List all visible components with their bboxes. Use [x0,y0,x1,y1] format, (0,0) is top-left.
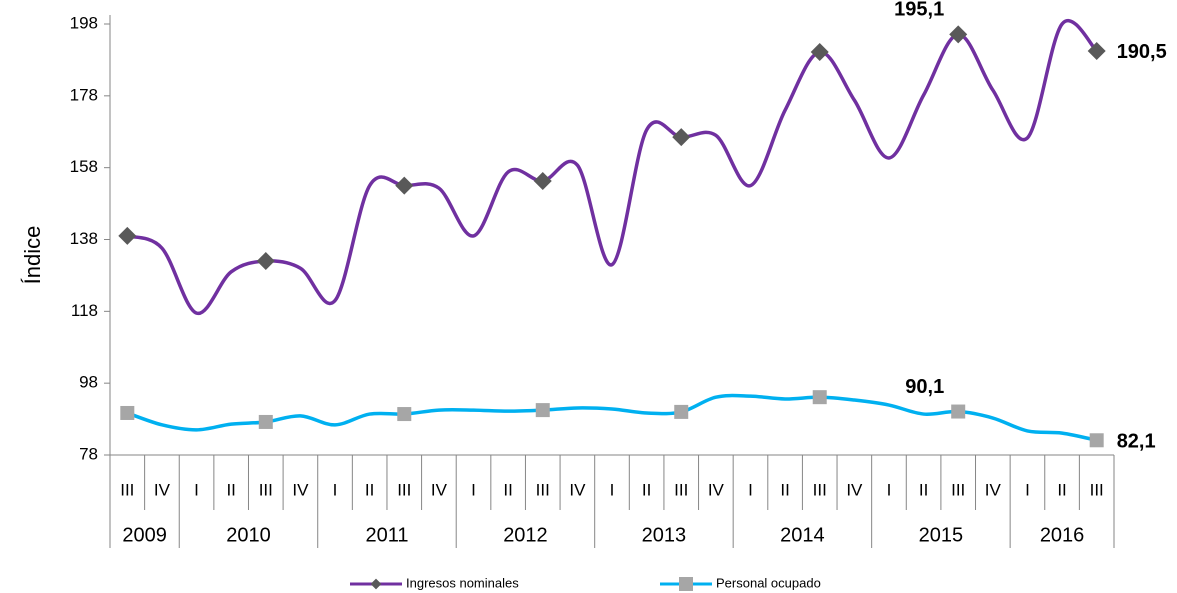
x-tick-label: III [536,480,550,499]
x-tick-label: II [1057,480,1066,499]
series-line [126,19,1098,315]
x-tick-label: I [194,480,199,499]
point-marker [810,43,829,62]
x-group-label: 2016 [1040,524,1085,546]
y-tick-label: 198 [70,13,98,32]
x-tick-label: I [887,480,892,499]
x-tick-label: III [951,480,965,499]
x-tick-label: III [120,480,134,499]
x-tick-label: I [748,480,753,499]
point-marker [258,414,273,429]
point-marker [120,405,135,420]
y-axis-title: Índice [20,226,45,285]
y-tick-label: 118 [71,301,98,320]
x-tick-label: IV [985,480,1002,499]
y-tick-label: 178 [70,85,98,104]
x-tick-label: IV [569,480,586,499]
x-tick-label: II [642,480,651,499]
x-tick-label: II [365,480,374,499]
x-group-label: 2009 [122,524,167,546]
series-line [126,393,1098,442]
x-tick-label: II [503,480,512,499]
legend-label: Personal ocupado [716,575,821,590]
point-marker [535,403,550,418]
data-label: 82,1 [1117,431,1156,453]
point-marker [118,226,137,245]
point-marker [1087,41,1106,60]
x-tick-label: I [471,480,476,499]
point-marker [812,390,827,405]
x-tick-label: III [397,480,411,499]
x-tick-label: I [610,480,615,499]
data-label: 195,1 [894,0,944,21]
legend-marker [679,577,693,591]
x-tick-label: IV [846,480,863,499]
x-tick-label: IV [154,480,171,499]
x-tick-label: II [226,480,235,499]
y-tick-label: 138 [70,229,98,248]
legend-marker [370,578,382,590]
x-tick-label: IV [292,480,309,499]
x-tick-label: III [674,480,688,499]
point-marker [256,252,275,271]
point-marker [674,404,689,419]
point-marker [949,25,968,44]
point-marker [951,404,966,419]
point-marker [672,128,691,147]
data-label: 190,5 [1117,41,1167,63]
x-group-label: 2011 [365,524,408,546]
y-tick-label: 158 [70,157,98,176]
x-tick-label: IV [708,480,725,499]
x-tick-label: I [333,480,338,499]
x-group-label: 2014 [780,524,825,546]
x-tick-label: IV [431,480,448,499]
x-group-label: 2010 [226,524,271,546]
point-marker [395,176,414,195]
x-group-label: 2012 [503,524,548,546]
x-group-label: 2013 [642,524,687,546]
point-marker [533,171,552,190]
data-label: 90,1 [905,376,944,398]
x-group-label: 2015 [919,524,964,546]
point-marker [1089,433,1104,448]
x-tick-label: III [813,480,827,499]
point-marker [397,407,412,422]
y-tick-label: 78 [79,444,98,463]
legend-label: Ingresos nominales [406,575,519,590]
x-tick-label: III [259,480,273,499]
x-tick-label: I [1025,480,1030,499]
x-tick-label: II [919,480,928,499]
x-tick-label: III [1090,480,1104,499]
x-tick-label: II [780,480,789,499]
y-tick-label: 98 [79,373,98,392]
